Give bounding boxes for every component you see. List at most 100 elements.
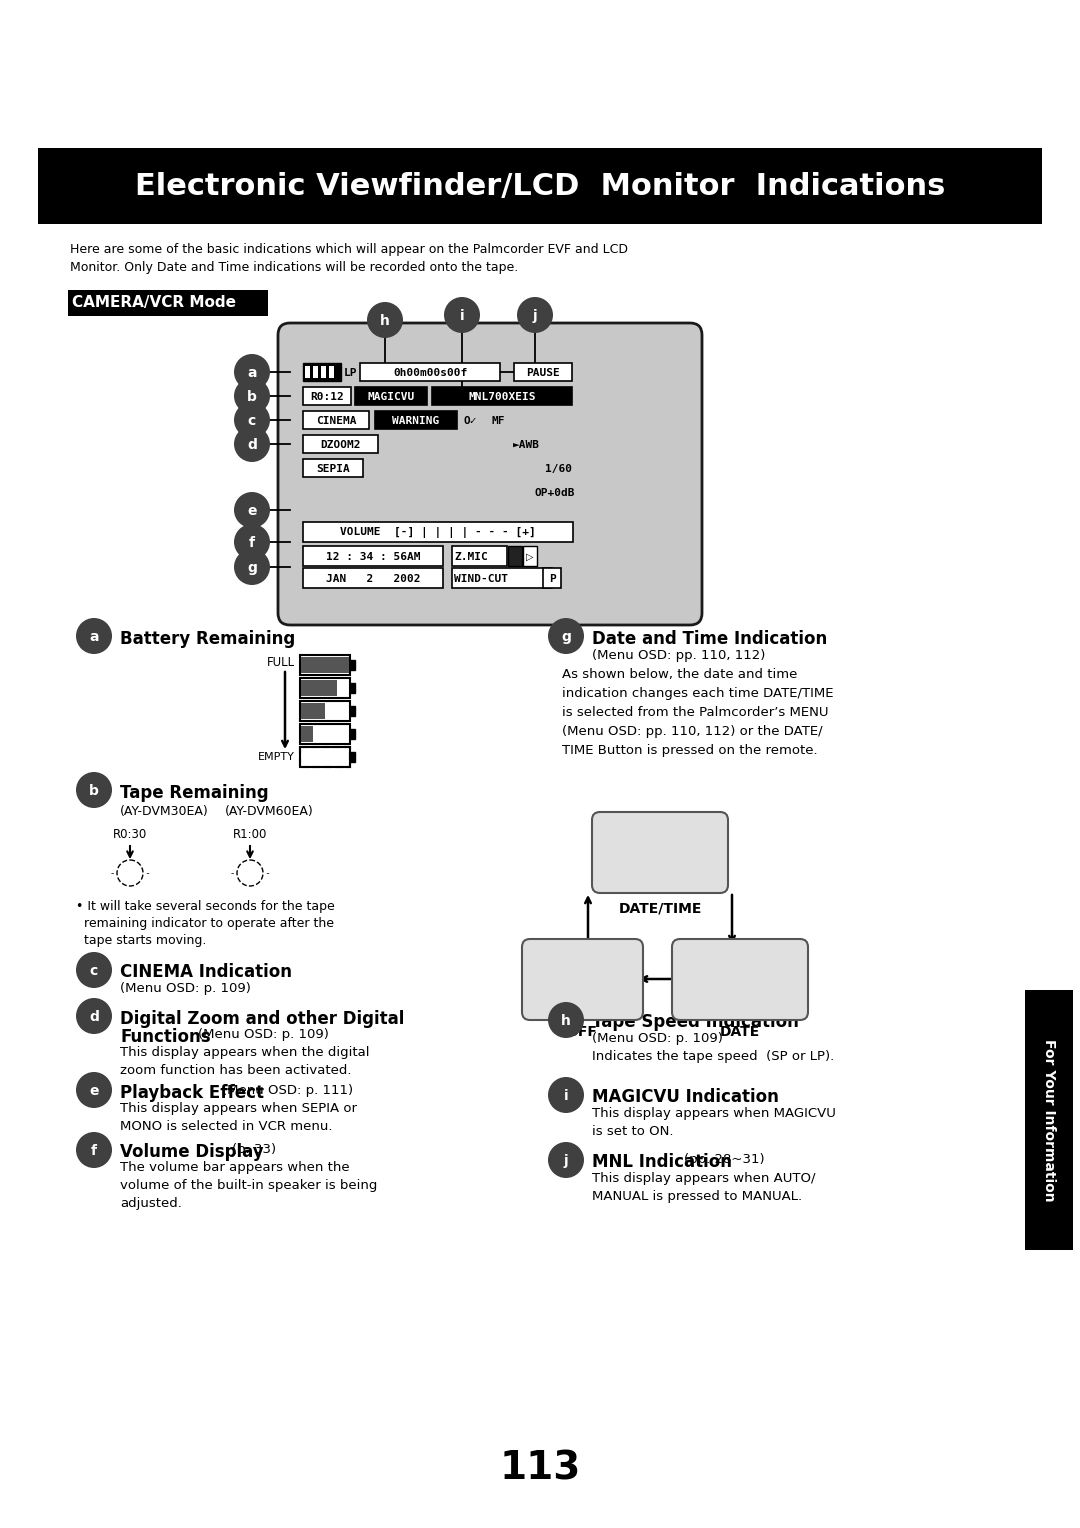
- Text: MF: MF: [492, 416, 505, 426]
- Bar: [303, 458, 363, 477]
- Text: Playback Effect: Playback Effect: [120, 1083, 264, 1102]
- Text: b: b: [247, 390, 257, 403]
- Text: This display appears when MAGICVU
is set to ON.: This display appears when MAGICVU is set…: [592, 1106, 836, 1138]
- Circle shape: [237, 860, 264, 886]
- Bar: [321, 367, 326, 377]
- Text: 12 : 34 : 56AM: 12 : 34 : 56AM: [618, 842, 700, 853]
- Bar: [350, 683, 355, 694]
- FancyBboxPatch shape: [592, 811, 728, 892]
- Bar: [303, 523, 573, 542]
- Text: Z.MIC: Z.MIC: [454, 552, 488, 561]
- Text: e: e: [247, 504, 257, 518]
- Text: MAGICVU Indication: MAGICVU Indication: [592, 1088, 779, 1106]
- Text: R0:30: R0:30: [113, 828, 147, 840]
- Text: MNL Indication: MNL Indication: [592, 1154, 732, 1170]
- Bar: [432, 387, 572, 405]
- Circle shape: [234, 524, 270, 559]
- Text: (AY-DVM60EA): (AY-DVM60EA): [225, 805, 314, 817]
- Text: PAUSE: PAUSE: [526, 368, 559, 377]
- Text: Battery Remaining: Battery Remaining: [120, 630, 295, 648]
- Text: h: h: [562, 1015, 571, 1028]
- FancyBboxPatch shape: [522, 940, 643, 1021]
- Text: VOLUME  [-] | | | | - - - [+]: VOLUME [-] | | | | - - - [+]: [340, 527, 536, 538]
- Bar: [300, 724, 350, 744]
- Text: (pp. 28~31): (pp. 28~31): [684, 1154, 765, 1166]
- Text: As shown below, the date and time
indication changes each time DATE/TIME
is sele: As shown below, the date and time indica…: [562, 668, 834, 756]
- Bar: [301, 726, 313, 743]
- Bar: [350, 729, 355, 740]
- Text: This display appears when the digital
zoom function has been activated.: This display appears when the digital zo…: [120, 1047, 369, 1077]
- Bar: [355, 387, 427, 405]
- Text: i: i: [460, 309, 464, 322]
- Bar: [508, 545, 522, 565]
- Text: (Menu OSD: p. 109): (Menu OSD: p. 109): [592, 1031, 723, 1045]
- Text: 1/60: 1/60: [545, 465, 572, 474]
- FancyBboxPatch shape: [672, 940, 808, 1021]
- Circle shape: [76, 617, 112, 654]
- Text: SEPIA: SEPIA: [316, 463, 350, 474]
- Bar: [523, 545, 537, 565]
- Text: DZOOM2: DZOOM2: [321, 440, 361, 449]
- Bar: [329, 367, 334, 377]
- FancyBboxPatch shape: [278, 322, 702, 625]
- Circle shape: [234, 354, 270, 390]
- Circle shape: [234, 492, 270, 529]
- Text: CINEMA Indication: CINEMA Indication: [120, 963, 292, 981]
- Text: j: j: [532, 309, 538, 322]
- Bar: [300, 747, 350, 767]
- Text: a: a: [247, 367, 257, 380]
- Text: JAN   2   2002: JAN 2 2002: [326, 573, 420, 584]
- Text: Digital Zoom and other Digital: Digital Zoom and other Digital: [120, 1010, 404, 1028]
- Text: a: a: [90, 630, 98, 643]
- Text: Here are some of the basic indications which will appear on the Palmcorder EVF a: Here are some of the basic indications w…: [70, 243, 627, 257]
- Bar: [38, 148, 1042, 225]
- Text: tape starts moving.: tape starts moving.: [76, 934, 206, 947]
- Text: This display appears when SEPIA or
MONO is selected in VCR menu.: This display appears when SEPIA or MONO …: [120, 1102, 357, 1132]
- Text: 113: 113: [499, 1449, 581, 1487]
- Bar: [303, 545, 443, 565]
- Circle shape: [76, 952, 112, 989]
- Text: WIND-CUT: WIND-CUT: [454, 573, 508, 584]
- Text: Volume Display: Volume Display: [120, 1143, 264, 1161]
- Text: This display appears when AUTO/
MANUAL is pressed to MANUAL.: This display appears when AUTO/ MANUAL i…: [592, 1172, 815, 1203]
- Bar: [301, 703, 325, 720]
- Bar: [313, 367, 318, 377]
- Bar: [301, 680, 337, 695]
- Text: b: b: [89, 784, 99, 798]
- Text: CINEMA: CINEMA: [315, 416, 356, 425]
- Text: DATE: DATE: [720, 1025, 760, 1039]
- Bar: [350, 660, 355, 669]
- Circle shape: [76, 1073, 112, 1108]
- Bar: [1025, 990, 1074, 1250]
- Text: (Menu OSD: p. 111): (Menu OSD: p. 111): [222, 1083, 353, 1097]
- Bar: [301, 657, 349, 672]
- Text: Functions: Functions: [120, 1028, 211, 1047]
- Text: OFF: OFF: [567, 1025, 597, 1039]
- Text: g: g: [247, 561, 257, 575]
- Text: remaining indicator to operate after the: remaining indicator to operate after the: [76, 917, 334, 931]
- Bar: [303, 435, 378, 452]
- Bar: [305, 367, 310, 377]
- Text: Indicates the tape speed  (SP or LP).: Indicates the tape speed (SP or LP).: [592, 1050, 834, 1063]
- Text: Date and Time Indication: Date and Time Indication: [592, 630, 827, 648]
- Text: MAGICVU: MAGICVU: [367, 391, 415, 402]
- Text: j: j: [564, 1154, 568, 1167]
- Text: P: P: [549, 573, 555, 584]
- Bar: [350, 706, 355, 717]
- Bar: [350, 752, 355, 762]
- Circle shape: [548, 1077, 584, 1112]
- Circle shape: [548, 1141, 584, 1178]
- Bar: [303, 568, 443, 588]
- Text: Tape Speed Indication: Tape Speed Indication: [592, 1013, 799, 1031]
- Text: Tape Remaining: Tape Remaining: [120, 784, 269, 802]
- Text: OP+0dB: OP+0dB: [535, 487, 575, 498]
- Text: For Your Information: For Your Information: [1042, 1039, 1056, 1201]
- Circle shape: [234, 402, 270, 439]
- Text: R1:00: R1:00: [233, 828, 267, 840]
- Text: c: c: [90, 964, 98, 978]
- Bar: [300, 747, 350, 767]
- Text: Electronic Viewfinder/LCD  Monitor  Indications: Electronic Viewfinder/LCD Monitor Indica…: [135, 173, 945, 202]
- Text: Monitor. Only Date and Time indications will be recorded onto the tape.: Monitor. Only Date and Time indications …: [70, 261, 518, 274]
- Circle shape: [76, 998, 112, 1034]
- Bar: [300, 656, 350, 675]
